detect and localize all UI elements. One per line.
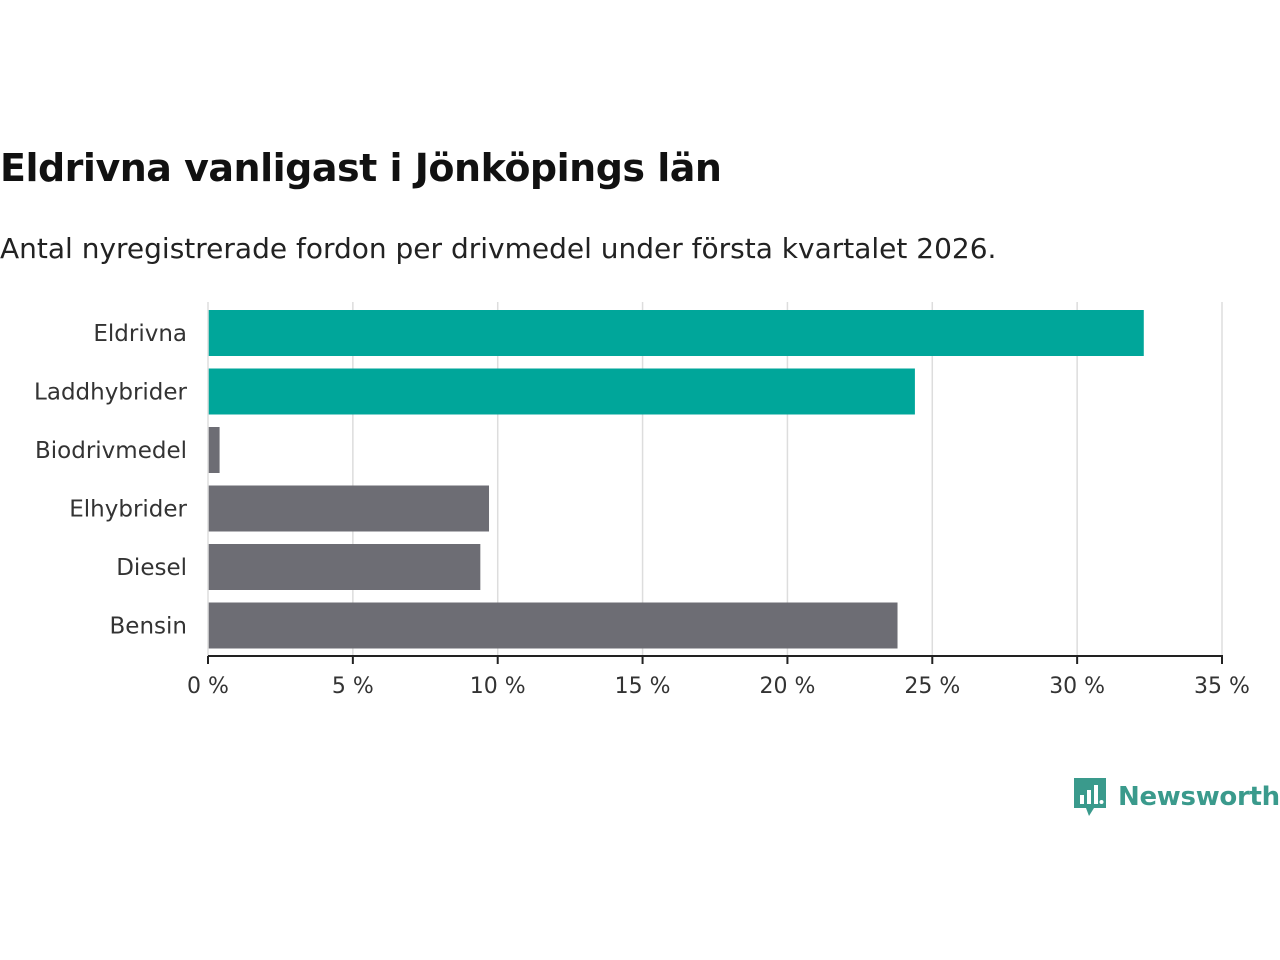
x-tick-label: 20 % (759, 674, 815, 699)
x-tick-label: 0 % (187, 674, 229, 699)
x-tick-label: 30 % (1049, 674, 1105, 699)
bar-bensin (208, 602, 898, 649)
category-label: Diesel (116, 555, 187, 581)
category-label: Biodrivmedel (35, 438, 187, 464)
category-label: Eldrivna (93, 321, 187, 347)
x-axis: 0 % 5 % 10 % 15 % 20 % 25 % 30 % 35 % (187, 302, 1250, 699)
x-tick-label: 5 % (332, 674, 374, 699)
category-label-layer: Eldrivna Laddhybrider Biodrivmedel Elhybrid… (34, 321, 187, 640)
bar-eldrivna (208, 310, 1144, 356)
bar-layer (208, 310, 1144, 649)
chart-subtitle: Antal nyregistrerade fordon per drivmede… (0, 232, 997, 265)
x-tick-label: 15 % (615, 674, 671, 699)
bar-laddhybrider (208, 368, 915, 415)
category-label: Bensin (110, 614, 187, 640)
bar-elhybrider (208, 485, 490, 532)
bar-biodrivmedel (208, 427, 220, 473)
newsworthy-bar-chart-icon (1074, 778, 1106, 816)
bar-chart: Eldrivna Laddhybrider Biodrivmedel Elhybrid… (34, 302, 1250, 699)
x-tick-label: 10 % (470, 674, 526, 699)
grid-layer (352, 302, 1223, 656)
category-label: Laddhybrider (34, 380, 187, 406)
category-label: Elhybrider (69, 497, 187, 523)
x-tick-label: 25 % (904, 674, 960, 699)
bar-diesel (208, 544, 481, 590)
x-tick-label: 35 % (1194, 674, 1250, 699)
logo-text: Newsworthy (1118, 782, 1280, 812)
chart-title: Eldrivna vanligast i Jönköpings län (0, 146, 722, 190)
newsworthy-logo: Newsworthy (1072, 776, 1280, 818)
